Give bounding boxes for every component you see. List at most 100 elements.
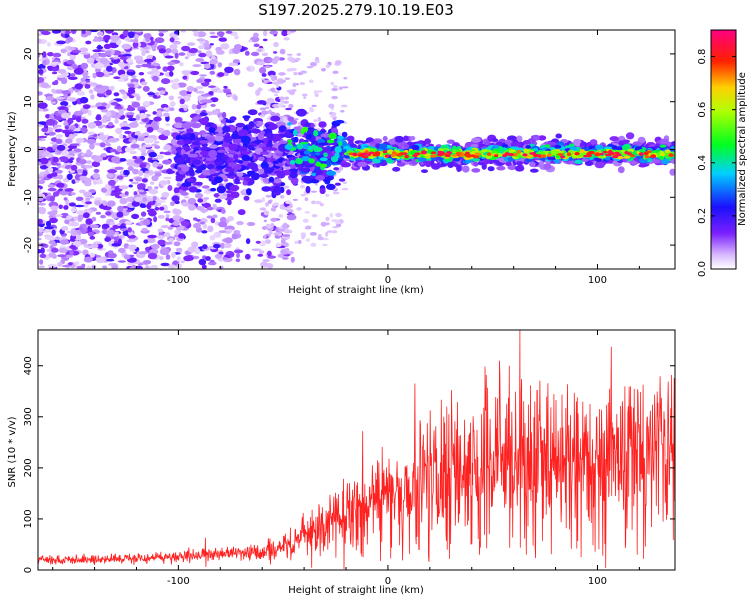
spectrogram-cell [79, 96, 89, 104]
spectrogram-cell [115, 127, 123, 135]
spectrogram-cell [99, 132, 104, 135]
spectrogram-cell [257, 168, 265, 175]
spectrogram-cell [105, 143, 112, 147]
spectrogram-cell [560, 155, 565, 159]
spectrogram-cell [55, 214, 63, 217]
spectrogram-cell [131, 213, 140, 220]
spectrogram-cell [213, 243, 221, 249]
spectrogram-cell [501, 144, 509, 149]
spectrogram-cell [63, 197, 68, 201]
spectrogram-cell [89, 143, 95, 150]
spectrogram-cell [290, 256, 295, 263]
spectrogram-cell [50, 205, 59, 211]
spectrogram-cell [131, 101, 141, 108]
spectrogram-cell [194, 193, 204, 199]
spectrogram-cell [40, 243, 47, 247]
spectrogram-cell [321, 67, 326, 72]
spectrogram-cell [158, 30, 169, 33]
spectrogram-cell [154, 186, 159, 190]
spectrogram-ytick-label: 20 [23, 48, 34, 61]
spectrogram-cell [101, 223, 110, 229]
spectrogram-cell [624, 151, 629, 155]
spectrogram-cell [81, 118, 89, 124]
spectrogram-cell [77, 214, 84, 221]
spectrogram-cell [216, 89, 224, 94]
spectrogram-cell [147, 252, 158, 260]
spectrogram-cell [267, 200, 272, 204]
spectrogram-cell [235, 258, 241, 263]
spectrogram-cell [127, 261, 136, 266]
spectrogram-cell [293, 71, 298, 76]
spectrogram-cell [89, 30, 99, 33]
spectrogram-cell [284, 96, 290, 100]
spectrogram-cell [68, 262, 73, 266]
spectrogram-cell [56, 136, 61, 140]
spectrogram-cell [208, 126, 216, 134]
spectrogram-cell [69, 245, 77, 249]
spectrogram-cell [301, 156, 311, 162]
spectrogram-cell [208, 149, 218, 158]
spectrogram-cell [310, 190, 317, 193]
spectrogram-cell [124, 220, 133, 225]
spectrogram-cell [326, 139, 335, 144]
spectrogram-cell [342, 181, 347, 184]
spectrogram-cell [573, 140, 582, 147]
spectrogram-ytick-label: 10 [23, 95, 34, 108]
spectrogram-cell [118, 109, 124, 116]
spectrogram-cell [134, 158, 143, 164]
spectrogram-cell [368, 151, 375, 155]
spectrogram-cell [160, 103, 169, 109]
spectrogram-cell [52, 52, 62, 58]
spectrogram-cell [444, 154, 451, 158]
spectrogram-cell [95, 211, 102, 215]
figure-title: S197.2025.279.10.19.E03 [258, 1, 454, 19]
spectrogram-cell [326, 183, 336, 190]
spectrogram-cell [163, 210, 171, 214]
spectrogram-cell [195, 181, 203, 186]
spectrogram-cell [515, 135, 523, 142]
spectrogram-cell [301, 93, 308, 97]
spectrogram-cell [176, 256, 181, 262]
colorbar-frame [710, 29, 737, 270]
spectrogram-cell [124, 65, 129, 70]
spectrogram-cell [70, 73, 76, 77]
spectrogram-cell [38, 218, 43, 225]
spectrogram-cell [60, 48, 67, 54]
spectrogram-cell [525, 145, 531, 149]
spectrogram-cell [216, 185, 227, 194]
spectrogram-cell [455, 151, 462, 156]
spectrogram-cell [174, 122, 184, 129]
spectrogram-cell [201, 185, 210, 189]
spectrogram-cell [68, 76, 78, 80]
spectrogram-cell [64, 219, 70, 225]
spectrogram-cell [38, 249, 43, 254]
spectrogram-cell [178, 233, 186, 239]
spectrogram-cell [233, 68, 241, 76]
spectrogram-cell [169, 44, 178, 50]
spectrogram-cell [320, 221, 327, 227]
spectrogram-cell [127, 117, 137, 122]
spectrogram-cell [533, 153, 539, 158]
spectrogram-cell [45, 118, 56, 126]
spectrogram-cell [67, 144, 78, 149]
spectrogram-cell [47, 52, 54, 57]
spectrogram-cell [69, 54, 76, 60]
spectrogram-cell [323, 152, 328, 157]
spectrogram-cell [330, 112, 337, 116]
spectrogram-cell [38, 188, 41, 194]
spectrogram-cell [277, 103, 284, 108]
spectrogram-cell [273, 41, 279, 48]
spectrogram-cell [107, 173, 114, 178]
spectrogram-cell [210, 55, 216, 60]
spectrogram-cell [106, 258, 115, 262]
spectrogram-cell [95, 115, 102, 121]
spectrogram-cell [227, 199, 232, 206]
spectrogram-cell [139, 202, 147, 208]
spectrogram-cell [264, 65, 271, 69]
spectrogram-cell [144, 58, 154, 63]
spectrogram-cell [52, 127, 58, 130]
spectrogram-cell [516, 149, 521, 154]
spectrogram-cell [331, 87, 339, 92]
spectrogram-cell [162, 112, 170, 118]
spectrogram-cell [253, 140, 265, 143]
